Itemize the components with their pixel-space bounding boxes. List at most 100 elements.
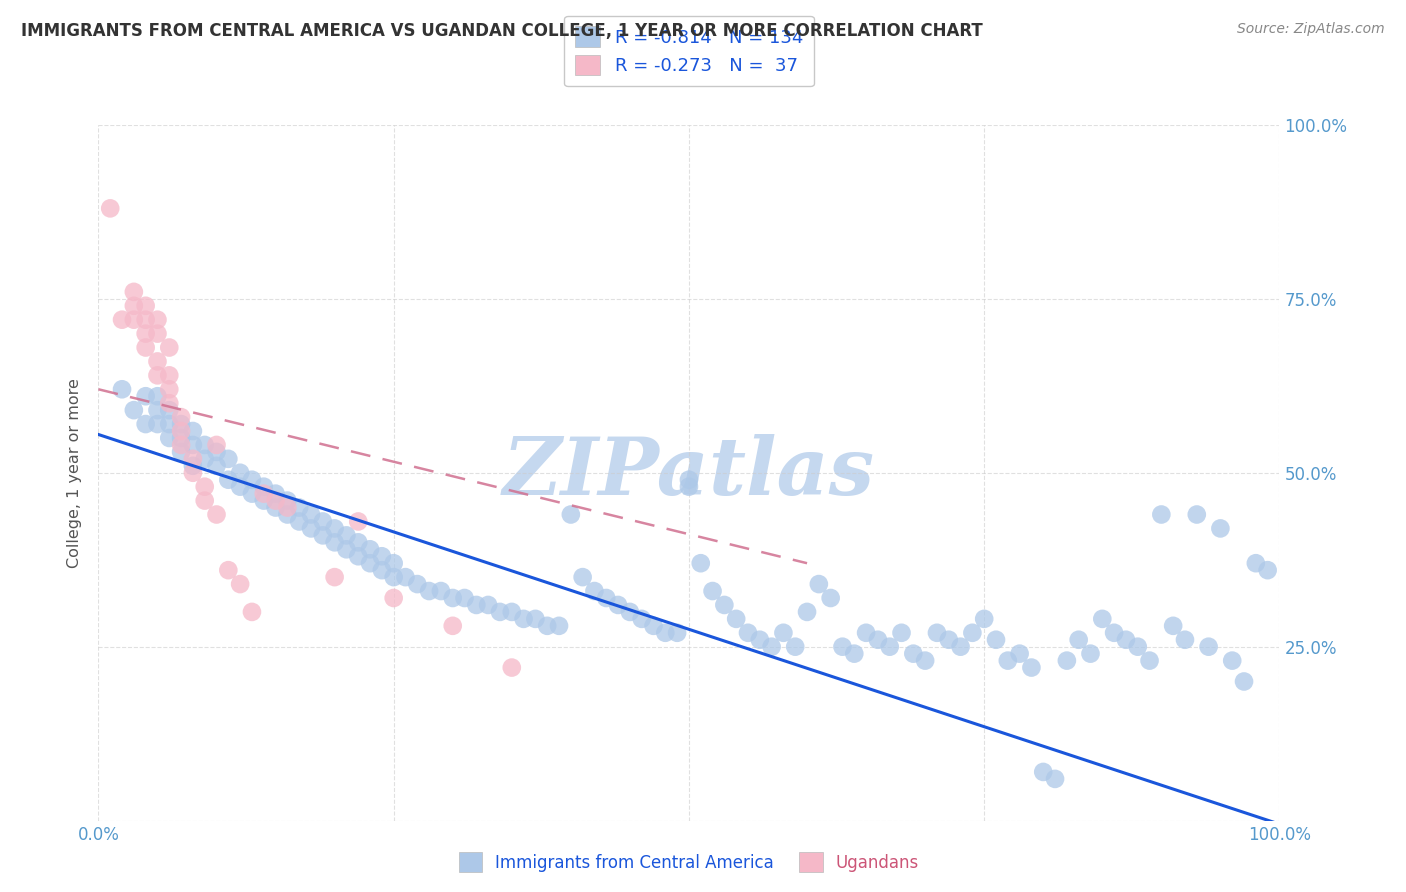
Point <box>170 410 193 425</box>
Point <box>761 640 783 654</box>
Point <box>772 625 794 640</box>
Point <box>394 570 416 584</box>
Point <box>371 563 394 577</box>
Point <box>347 535 370 549</box>
Point <box>1257 563 1279 577</box>
Point <box>157 403 180 417</box>
Point <box>146 368 169 383</box>
Point <box>1244 556 1267 570</box>
Point <box>1080 647 1102 661</box>
Point <box>1233 674 1256 689</box>
Point <box>205 458 228 473</box>
Point <box>489 605 512 619</box>
Point <box>217 563 239 577</box>
Point <box>253 486 276 500</box>
Point <box>240 473 263 487</box>
Point <box>194 480 217 494</box>
Point <box>347 515 370 529</box>
Point <box>595 591 617 605</box>
Point <box>229 577 252 591</box>
Point <box>217 473 239 487</box>
Point <box>312 515 335 529</box>
Point <box>276 500 298 515</box>
Point <box>938 632 960 647</box>
Point <box>1043 772 1066 786</box>
Point <box>170 424 193 438</box>
Point <box>1067 632 1090 647</box>
Point <box>997 654 1019 668</box>
Point <box>831 640 853 654</box>
Point <box>796 605 818 619</box>
Point <box>371 549 394 564</box>
Point <box>441 619 464 633</box>
Point <box>914 654 936 668</box>
Point <box>335 542 357 557</box>
Point <box>382 570 405 584</box>
Point <box>157 382 180 396</box>
Point <box>157 431 180 445</box>
Point <box>713 598 735 612</box>
Point <box>229 480 252 494</box>
Text: ZIPatlas: ZIPatlas <box>503 434 875 511</box>
Point <box>1185 508 1208 522</box>
Point <box>583 584 606 599</box>
Point <box>1008 647 1031 661</box>
Point <box>347 549 370 564</box>
Point <box>501 660 523 674</box>
Point <box>157 368 180 383</box>
Point <box>1161 619 1184 633</box>
Point <box>973 612 995 626</box>
Point <box>643 619 665 633</box>
Point <box>181 451 204 466</box>
Point <box>654 625 676 640</box>
Point <box>170 417 193 431</box>
Point <box>146 312 169 326</box>
Point <box>748 632 770 647</box>
Point <box>229 466 252 480</box>
Point <box>702 584 724 599</box>
Point <box>382 556 405 570</box>
Point <box>111 382 134 396</box>
Point <box>135 312 157 326</box>
Point <box>264 486 287 500</box>
Point <box>949 640 972 654</box>
Point <box>122 299 145 313</box>
Point <box>170 438 193 452</box>
Point <box>678 473 700 487</box>
Point <box>264 500 287 515</box>
Point <box>1091 612 1114 626</box>
Point <box>181 424 204 438</box>
Point <box>879 640 901 654</box>
Point <box>1174 632 1197 647</box>
Point <box>122 285 145 299</box>
Point <box>1021 660 1043 674</box>
Point <box>441 591 464 605</box>
Point <box>194 438 217 452</box>
Point <box>170 445 193 459</box>
Point <box>1220 654 1243 668</box>
Point <box>1102 625 1125 640</box>
Point <box>111 312 134 326</box>
Point <box>98 202 121 216</box>
Point <box>205 508 228 522</box>
Point <box>181 458 204 473</box>
Point <box>146 403 169 417</box>
Point <box>477 598 499 612</box>
Point <box>501 605 523 619</box>
Point <box>807 577 830 591</box>
Point <box>135 417 157 431</box>
Point <box>430 584 453 599</box>
Point <box>418 584 440 599</box>
Point <box>855 625 877 640</box>
Point <box>135 389 157 403</box>
Point <box>630 612 652 626</box>
Point <box>678 480 700 494</box>
Text: Source: ZipAtlas.com: Source: ZipAtlas.com <box>1237 22 1385 37</box>
Point <box>359 542 381 557</box>
Point <box>264 493 287 508</box>
Point <box>548 619 571 633</box>
Point <box>512 612 534 626</box>
Legend: Immigrants from Central America, Ugandans: Immigrants from Central America, Ugandan… <box>453 846 925 879</box>
Point <box>181 466 204 480</box>
Point <box>725 612 748 626</box>
